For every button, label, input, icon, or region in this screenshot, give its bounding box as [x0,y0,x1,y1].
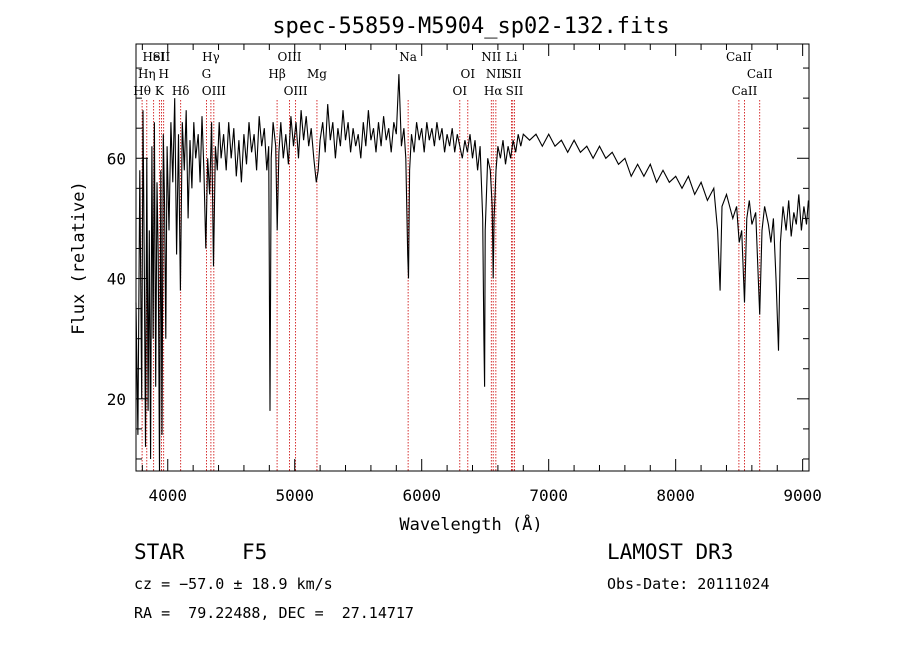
spectrum-line [135,74,809,472]
line-marker-label: Hθ [133,84,151,98]
x-tick-label: 4000 [148,486,187,505]
x-axis-label: Wavelength (Å) [399,513,542,535]
line-marker-label: CaII [732,84,758,98]
line-marker-label: Hβ [268,67,285,81]
line-marker-label: SII [506,84,524,98]
line-marker-label: Hδ [172,84,190,98]
line-marker-label: NII [486,67,506,81]
y-tick-label: 40 [107,270,126,289]
x-tick-label: 5000 [275,486,314,505]
line-marker-label: G [202,67,212,81]
line-marker-label: OIII [284,84,308,98]
line-marker-label: Li [506,50,518,64]
x-tick-label: 7000 [529,486,568,505]
line-marker-label: Hη [138,67,156,81]
plot-frame [135,43,810,472]
line-marker-label: Hγ [202,50,220,64]
y-axis-ticks: 20 40 60 [107,67,809,460]
survey-name: LAMOST DR3 [607,540,734,564]
line-marker-label: Hα [484,84,503,98]
line-marker-label: NII [481,50,501,64]
line-marker-label: CaII [726,50,752,64]
x-tick-label: 9000 [783,486,822,505]
line-marker-label: OIII [202,84,226,98]
line-marker-label: K [155,84,165,98]
chart-title: spec-55859-M5904_sp02-132.fits [272,14,669,39]
line-marker-label: Na [399,50,417,64]
redshift-velocity: cz = −57.0 ± 18.9 km/s [134,575,333,593]
object-subclass: F5 [242,540,268,564]
observation-date: Obs-Date: 20111024 [607,575,770,593]
line-marker-label: OIII [277,50,301,64]
line-marker-label: CaII [747,67,773,81]
line-marker-label: SII [504,67,522,81]
line-marker-label: OI [461,67,476,81]
object-class: STAR [134,540,185,564]
x-tick-label: 8000 [656,486,695,505]
x-tick-label: 6000 [402,486,441,505]
coordinates: RA = 79.22488, DEC = 27.14717 [134,604,414,622]
line-marker-label: SII [153,50,171,64]
x-axis-ticks: 4000 5000 6000 7000 8000 9000 [141,44,822,505]
y-tick-label: 60 [107,149,126,168]
line-marker-label: H [158,67,168,81]
line-marker-label: Mg [307,67,327,81]
y-axis-label: Flux (relative) [69,181,89,335]
line-marker-label: OI [453,84,468,98]
line-marker-label: HeI [142,50,165,64]
y-tick-label: 20 [107,390,126,409]
